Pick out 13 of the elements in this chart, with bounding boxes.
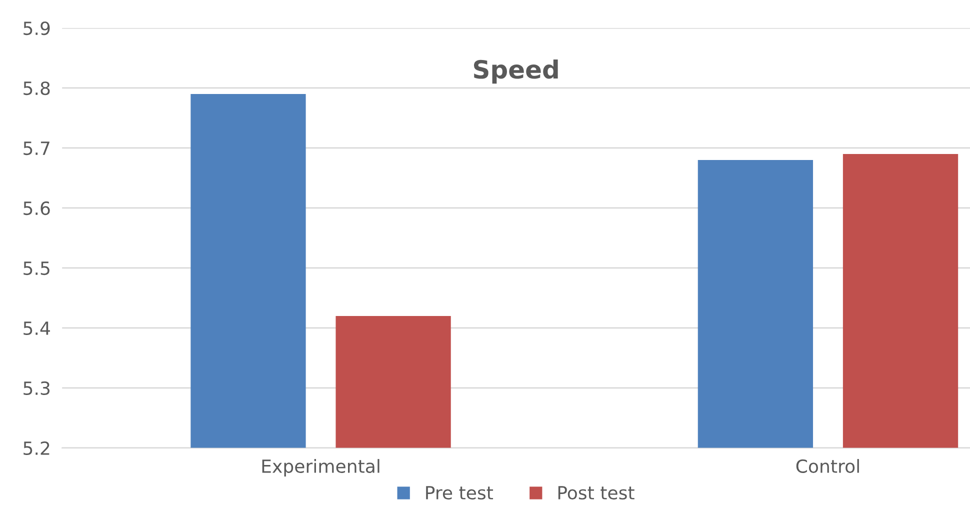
- x-tick-label: Experimental: [262, 459, 380, 477]
- y-tick-label: 5.5: [24, 262, 50, 276]
- text: Speed: [474, 59, 558, 84]
- y-tick-label: 5.7: [24, 142, 50, 156]
- legend-label: Pre test: [426, 486, 494, 500]
- y-tick-label: 5.8: [24, 81, 50, 96]
- legend-label: Post test: [558, 486, 634, 500]
- y-tick-label: 5.3: [24, 381, 50, 396]
- x-tick-label: Control: [796, 459, 859, 474]
- y-tick-label: 5.6: [24, 201, 50, 216]
- y-tick-label: 5.9: [24, 21, 50, 36]
- y-tick-label: 5.4: [24, 322, 50, 336]
- y-tick-label: 5.2: [24, 441, 50, 456]
